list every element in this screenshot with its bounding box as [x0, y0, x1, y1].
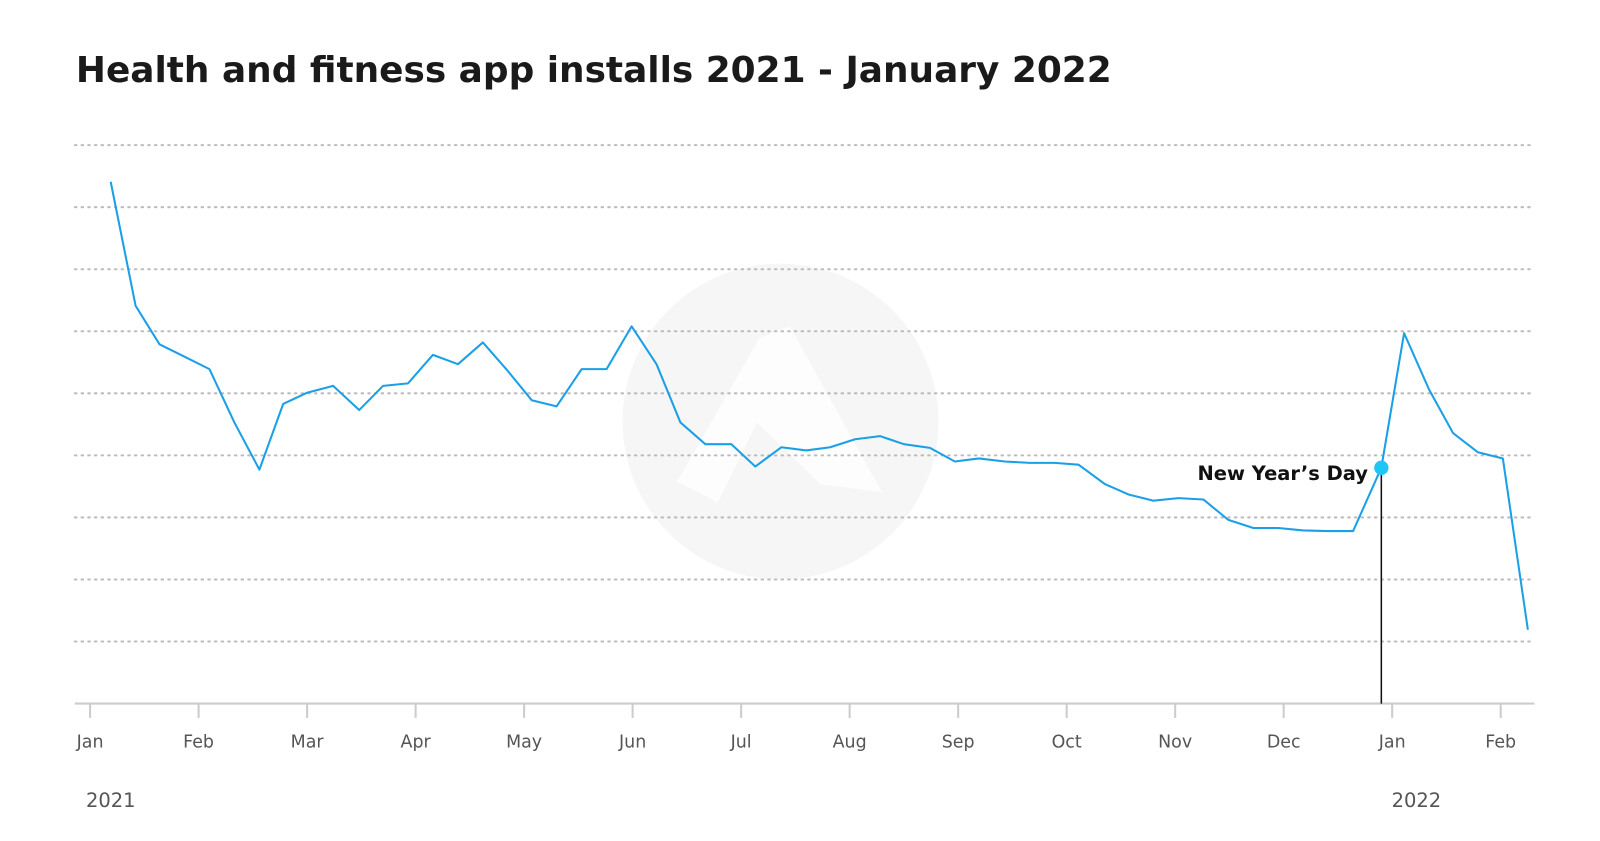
chart-title: Health and fitness app installs 2021 - J…: [76, 50, 1112, 91]
x-tick-label: Feb: [183, 733, 214, 753]
year-label: 2021: [86, 789, 136, 812]
x-tick-label: Apr: [401, 733, 432, 753]
series-line: [109, 181, 1529, 630]
x-tick-label: Sep: [942, 733, 975, 753]
x-tick-label: May: [506, 733, 542, 753]
x-tick-label: Jun: [618, 733, 646, 753]
year-label: 2022: [1392, 789, 1442, 812]
watermark: [622, 263, 939, 580]
x-tick-label: Jan: [1378, 733, 1406, 753]
x-tick-label: Aug: [833, 733, 867, 753]
x-tick-label: Oct: [1052, 733, 1082, 753]
x-tick-label: Nov: [1158, 733, 1192, 753]
annotation-point: [1374, 460, 1389, 475]
x-tick-label: Jul: [730, 733, 752, 753]
x-tick-label: Mar: [291, 733, 325, 753]
x-tick-label: Jan: [76, 733, 104, 753]
annotation: New Year’s Day: [1198, 462, 1369, 485]
x-tick-label: Dec: [1267, 733, 1301, 753]
x-tick-label: Feb: [1485, 733, 1516, 753]
